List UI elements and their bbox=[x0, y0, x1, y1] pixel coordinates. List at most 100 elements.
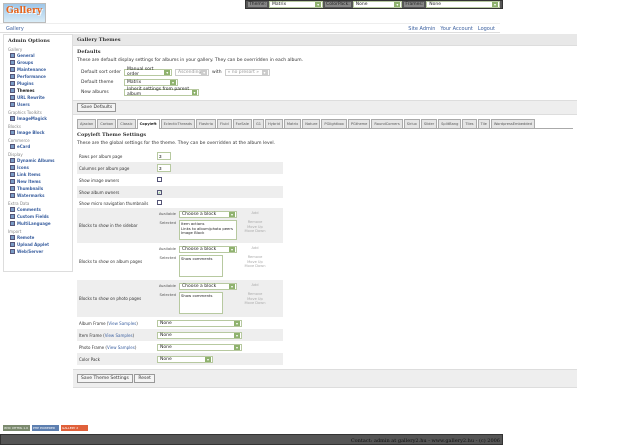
tab-flashrio[interactable]: Flashrio bbox=[195, 119, 216, 128]
tab-slider[interactable]: Slider bbox=[420, 119, 438, 128]
sidebar-item-remote[interactable]: Remote bbox=[8, 234, 68, 241]
move-up-button[interactable]: Move Up bbox=[247, 296, 263, 301]
sidebar-item-general[interactable]: General bbox=[8, 52, 68, 59]
sidebar-item-image-block[interactable]: Image Block bbox=[8, 129, 68, 136]
sidebar-item-plugins[interactable]: Plugins bbox=[8, 80, 68, 87]
selected-blocks-list[interactable]: Item actions Links to album/photo peers Im… bbox=[179, 220, 237, 240]
album-frame-view-samples-link[interactable]: View Samples bbox=[108, 320, 137, 326]
default-theme-select[interactable]: Matrix ▾ bbox=[124, 78, 178, 86]
sort-order-label: Default sort order bbox=[81, 69, 122, 75]
sidebar-item-web-server[interactable]: Web/Server bbox=[8, 248, 68, 255]
frames-select[interactable]: None ▾ bbox=[426, 1, 500, 8]
album-owners-checkbox[interactable]: ✓ bbox=[157, 189, 162, 195]
color-pack-select[interactable]: None ▾ bbox=[157, 355, 213, 363]
photo-frame-view-samples-link[interactable]: View Samples bbox=[107, 344, 135, 350]
item-frame-view-samples-link[interactable]: View Samples bbox=[104, 332, 133, 338]
available-blocks-select[interactable]: Choose a block ▾ bbox=[179, 283, 237, 290]
micro-nav-checkbox[interactable] bbox=[157, 200, 162, 205]
sidebar-item-custom-fields[interactable]: Custom Fields bbox=[8, 213, 68, 220]
sort-direction-select[interactable]: Ascending ▾ bbox=[175, 68, 209, 76]
logout-link[interactable]: Logout bbox=[477, 26, 495, 32]
new-albums-select[interactable]: Inherit settings from parent album ▾ bbox=[124, 87, 199, 97]
site-admin-link[interactable]: Site Admin bbox=[408, 26, 436, 32]
sidebar-item-watermarks[interactable]: Watermarks bbox=[8, 192, 68, 199]
sidebar-item-groups[interactable]: Groups bbox=[8, 59, 68, 66]
sidebar-item-themes[interactable]: Themes bbox=[8, 87, 68, 94]
sidebar-item-imagemagick[interactable]: ImageMagick bbox=[8, 115, 68, 122]
tab-wordpressembedded[interactable]: WordpressEmbedded bbox=[490, 119, 536, 128]
sidebar-item-icons[interactable]: Icons bbox=[8, 164, 68, 171]
selected-block-item[interactable]: Links to album/photo peers bbox=[181, 225, 233, 231]
selected-block-item[interactable]: Item actions bbox=[181, 221, 205, 226]
tab-copyleft[interactable]: Copyleft bbox=[136, 119, 160, 129]
move-down-button[interactable]: Move Down bbox=[244, 301, 266, 305]
presort-select[interactable]: « no presort » ▾ bbox=[224, 68, 270, 76]
tab-classic[interactable]: Classic bbox=[117, 119, 136, 128]
sidebar-item-new-items[interactable]: New Items bbox=[8, 178, 68, 185]
save-defaults-button[interactable]: Save Defaults bbox=[77, 103, 117, 112]
remove-block-button[interactable]: Remove bbox=[247, 255, 263, 259]
add-block-button[interactable]: Add bbox=[251, 246, 259, 250]
selected-block-item[interactable]: Show comments bbox=[181, 256, 213, 261]
sidebar-item-upload-applet[interactable]: Upload Applet bbox=[8, 241, 68, 248]
move-up-button[interactable]: Move Up bbox=[247, 259, 263, 264]
remove-block-button[interactable]: Remove bbox=[247, 220, 263, 224]
selected-block-item[interactable]: Show comments bbox=[181, 293, 213, 298]
colorpack-select[interactable]: None ▾ bbox=[352, 1, 403, 8]
add-block-button[interactable]: Add bbox=[251, 283, 259, 287]
rows-input[interactable] bbox=[157, 152, 171, 160]
album-frame-select[interactable]: None ▾ bbox=[157, 319, 242, 327]
sidebar-item-users[interactable]: Users bbox=[8, 101, 68, 108]
sort-order-select[interactable]: Manual sort order ▾ bbox=[124, 67, 172, 77]
image-owners-checkbox[interactable] bbox=[157, 177, 162, 182]
item-frame-select[interactable]: None ▾ bbox=[157, 331, 242, 339]
tab-splitbang[interactable]: SplitBang bbox=[438, 119, 462, 128]
sidebar-item-maintenance[interactable]: Maintenance bbox=[8, 66, 68, 73]
tab-tile[interactable]: Tile bbox=[477, 119, 490, 128]
tab-forsale[interactable]: ForSale bbox=[232, 119, 252, 128]
tab-pgtheme[interactable]: PGtheme bbox=[347, 119, 371, 128]
available-blocks-select[interactable]: Choose a block ▾ bbox=[179, 246, 237, 253]
selected-block-item[interactable]: Image Block bbox=[181, 230, 205, 235]
selected-blocks-list[interactable]: Show comments bbox=[179, 292, 223, 314]
theme-select[interactable]: Matrix ▾ bbox=[269, 1, 324, 8]
available-blocks-select[interactable]: Choose a block ▾ bbox=[179, 211, 237, 218]
save-theme-settings-button[interactable]: Save Theme Settings bbox=[77, 374, 133, 383]
move-down-button[interactable]: Move Down bbox=[244, 264, 266, 268]
sidebar-item-label: Upload Applet bbox=[17, 242, 50, 247]
sidebar-item-performance[interactable]: Performance bbox=[8, 73, 68, 80]
gallery-badge[interactable]: GALLERY 2 bbox=[61, 425, 88, 431]
tab-eclecticthreads[interactable]: EclecticThreads bbox=[160, 119, 195, 128]
tab-ajaxian[interactable]: Ajaxian bbox=[77, 119, 97, 128]
tab-carbon[interactable]: Carbon bbox=[97, 119, 117, 128]
your-account-link[interactable]: Your Account bbox=[440, 26, 473, 32]
sidebar-item-thumbnails[interactable]: Thumbnails bbox=[8, 185, 68, 192]
tab-g1[interactable]: G1 bbox=[252, 119, 265, 128]
sidebar-item-multilanguage[interactable]: MultiLanguage bbox=[8, 220, 68, 227]
sidebar-item-url-rewrite[interactable]: URL Rewrite bbox=[8, 94, 68, 101]
breadcrumb-gallery[interactable]: Gallery bbox=[6, 26, 24, 32]
sidebar-item-ecard[interactable]: eCard bbox=[8, 143, 68, 150]
tab-hybrid[interactable]: Hybrid bbox=[265, 119, 283, 128]
add-block-button[interactable]: Add bbox=[251, 211, 259, 215]
tab-nature[interactable]: Nature bbox=[302, 119, 321, 128]
sidebar-item-dynamic-albums[interactable]: Dynamic Albums bbox=[8, 157, 68, 164]
tab-matrix[interactable]: Matrix bbox=[283, 119, 302, 128]
tab-tiles[interactable]: Tiles bbox=[462, 119, 477, 128]
move-down-button[interactable]: Move Down bbox=[244, 229, 266, 233]
sidebar-item-link-items[interactable]: Link Items bbox=[8, 171, 68, 178]
remove-block-button[interactable]: Remove bbox=[247, 292, 263, 296]
sidebar-item-comments[interactable]: Comments bbox=[8, 206, 68, 213]
w3c-badge[interactable]: W3C XHTML 1.0 bbox=[3, 425, 30, 431]
tab-fluid[interactable]: Fluid bbox=[217, 119, 232, 128]
reset-button[interactable]: Reset bbox=[134, 374, 155, 383]
columns-input[interactable] bbox=[157, 164, 171, 172]
selected-blocks-list[interactable]: Show comments bbox=[179, 255, 223, 277]
tab-roundcorners[interactable]: RoundCorners bbox=[371, 119, 403, 128]
tab-pglightbox[interactable]: PGlightbox bbox=[321, 119, 347, 128]
gallery-logo[interactable]: Gallery bbox=[3, 3, 46, 23]
tab-siriux[interactable]: Siriux bbox=[403, 119, 420, 128]
photo-frame-select[interactable]: None ▾ bbox=[157, 343, 242, 351]
php-badge[interactable]: PHP POWERED bbox=[32, 425, 59, 431]
move-up-button[interactable]: Move Up bbox=[247, 224, 263, 229]
